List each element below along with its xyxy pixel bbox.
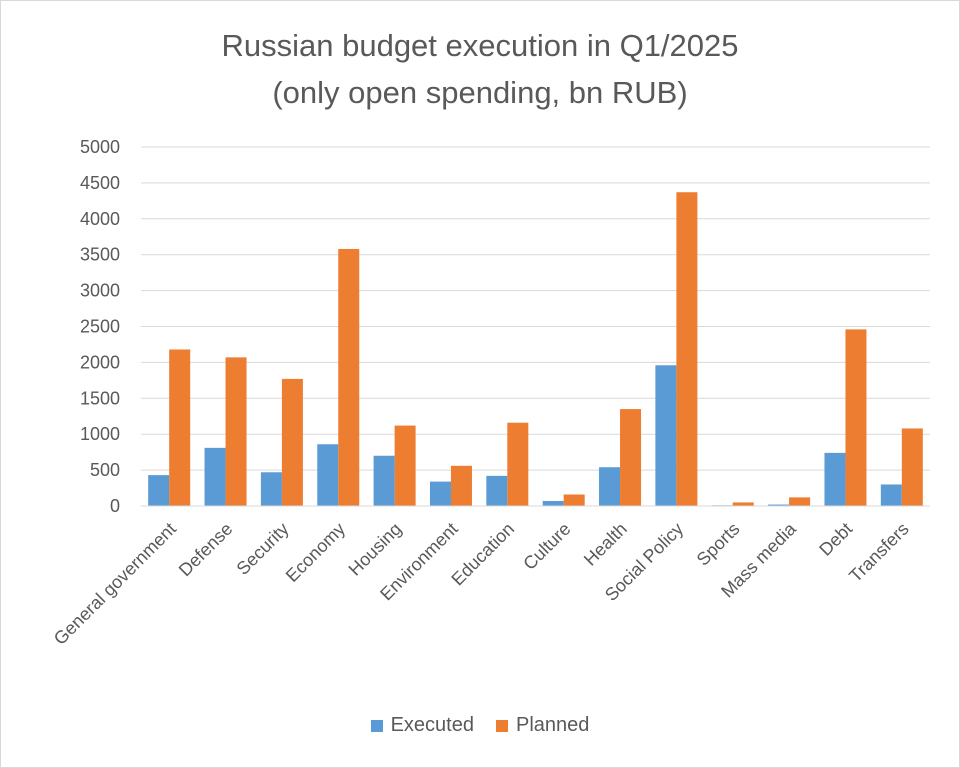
bar-executed-9	[655, 365, 677, 506]
bar-executed-0	[148, 475, 170, 506]
x-category-label: Economy	[282, 519, 349, 586]
legend-item-executed: Executed	[370, 714, 474, 737]
legend-swatch-planned	[495, 719, 508, 732]
y-tick-label: 2500	[80, 317, 120, 337]
bar-planned-1	[225, 357, 247, 506]
y-tick-label: 1500	[80, 388, 120, 408]
bar-executed-8	[599, 467, 621, 506]
bar-executed-11	[768, 504, 790, 506]
x-category-label: General government	[50, 519, 180, 649]
bar-executed-7	[542, 500, 564, 506]
bar-planned-7	[563, 494, 585, 506]
bar-executed-5	[429, 481, 451, 506]
chart-title: Russian budget execution in Q1/2025	[221, 28, 739, 63]
y-tick-label: 4500	[80, 173, 120, 193]
chart-legend: Executed Planned	[0, 714, 960, 737]
legend-label-executed: Executed	[390, 714, 474, 736]
bar-executed-12	[824, 452, 846, 506]
bar-planned-11	[789, 497, 811, 506]
x-category-label: Debt	[815, 519, 856, 560]
x-category-label: Health	[580, 519, 631, 570]
legend-swatch-executed	[370, 719, 383, 732]
bar-executed-4	[373, 455, 395, 506]
y-tick-label: 0	[110, 496, 120, 516]
x-category-label: Sports	[693, 519, 744, 570]
bar-planned-9	[676, 192, 698, 506]
bar-executed-13	[880, 484, 902, 506]
bar-planned-3	[338, 248, 360, 506]
bar-planned-5	[450, 465, 472, 506]
bar-planned-8	[620, 409, 642, 506]
x-category-label: Defense	[175, 519, 237, 581]
bar-executed-3	[317, 444, 339, 506]
x-category-label: Transfers	[845, 519, 912, 586]
bar-planned-2	[281, 378, 303, 506]
bar-executed-1	[204, 447, 226, 506]
legend-item-planned: Planned	[495, 714, 590, 737]
bar-planned-4	[394, 425, 416, 506]
y-tick-label: 4000	[80, 209, 120, 229]
chart-subtitle: (only open spending, bn RUB)	[272, 75, 688, 110]
bar-executed-6	[486, 475, 508, 506]
x-category-label: Culture	[519, 519, 574, 574]
y-tick-label: 2000	[80, 352, 120, 372]
bar-planned-12	[845, 329, 867, 506]
bar-planned-6	[507, 422, 529, 506]
y-tick-label: 500	[90, 460, 120, 480]
bar-planned-0	[169, 349, 191, 506]
bar-planned-13	[901, 428, 923, 506]
y-tick-label: 5000	[80, 137, 120, 157]
legend-label-planned: Planned	[515, 714, 590, 736]
bar-executed-2	[260, 472, 282, 506]
y-tick-label: 3000	[80, 281, 120, 301]
y-tick-label: 1000	[80, 424, 120, 444]
y-tick-label: 3500	[80, 245, 120, 265]
bar-planned-10	[732, 502, 754, 506]
